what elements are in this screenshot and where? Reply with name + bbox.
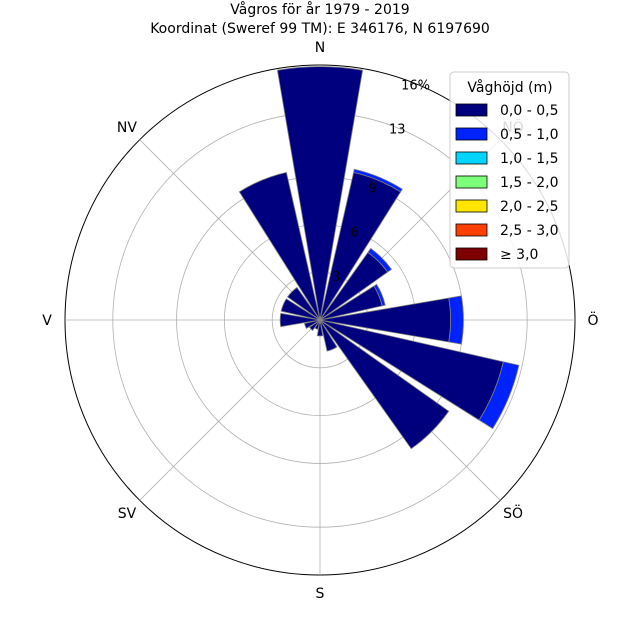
- bar-ÖSÖ-bin1: [478, 361, 520, 430]
- legend-swatch-3: [455, 175, 488, 189]
- grid-spoke-5: [139, 319, 321, 501]
- legend-label-3: 1,5 - 2,0: [500, 175, 558, 191]
- legend-swatch-1: [455, 127, 488, 141]
- direction-label-3: SÖ: [503, 504, 523, 522]
- bars-group: [238, 66, 520, 450]
- legend-label-2: 1,0 - 1,5: [500, 151, 558, 167]
- legend-label-6: ≥ 3,0: [500, 247, 538, 263]
- bar-VSV-bin0: [303, 319, 321, 330]
- radial-tick-4: 16%: [401, 78, 430, 93]
- bar-SSÖ-bin0: [319, 319, 338, 352]
- legend-title: Våghöjd (m): [467, 79, 552, 96]
- bar-NNV-bin0: [238, 171, 321, 321]
- direction-label-2: Ö: [587, 311, 598, 329]
- legend-box: [449, 71, 570, 269]
- legend-swatch-4: [455, 199, 488, 213]
- bar-NÖ-bin1: [367, 247, 393, 273]
- chart-title: Vågros för år 1979 - 2019: [230, 1, 409, 18]
- bar-NV-bin0: [286, 286, 321, 321]
- legend-swatch-6: [455, 247, 488, 261]
- direction-label-4: S: [316, 586, 325, 602]
- legend-swatch-0: [455, 103, 488, 117]
- legend-swatch-2: [455, 151, 488, 165]
- direction-label-0: N: [315, 40, 325, 56]
- bar-S-bin0: [316, 319, 324, 337]
- legend-label-5: 2,5 - 3,0: [500, 223, 558, 239]
- radial-tick-0: 3: [332, 270, 340, 285]
- grid-spoke-7: [139, 139, 321, 321]
- bar-SV-bin0: [309, 319, 321, 331]
- bar-V-bin0: [279, 312, 321, 328]
- radial-tick-3: 13: [389, 123, 406, 138]
- chart-subtitle: Koordinat (Sweref 99 TM): E 346176, N 61…: [150, 21, 490, 37]
- legend-label-1: 0,5 - 1,0: [500, 127, 558, 143]
- radial-tick-1: 6: [350, 226, 358, 241]
- bar-ÖNÖ-bin1: [373, 283, 386, 307]
- bar-SÖ-bin0: [319, 319, 450, 450]
- legend: Våghöjd (m) 0,0 - 0,5 0,5 - 1,0 1,0 - 1,5 1…: [449, 71, 570, 269]
- bar-N-bin0: [276, 66, 364, 321]
- legend-items: 0,0 - 0,5 0,5 - 1,0 1,0 - 1,5 1,5 - 2,0 2,0 …: [455, 103, 558, 263]
- legend-label-4: 2,0 - 2,5: [500, 199, 558, 215]
- bar-NNÖ-bin1: [353, 168, 403, 193]
- radial-tick-2: 9: [369, 181, 377, 196]
- direction-label-7: NV: [117, 120, 137, 136]
- legend-label-0: 0,0 - 0,5: [500, 103, 558, 119]
- direction-label-6: V: [42, 313, 52, 329]
- direction-label-5: SV: [118, 506, 137, 522]
- bar-VNV-bin0: [280, 298, 321, 321]
- radial-tick-labels: 3 6 9 13 16%: [332, 78, 430, 284]
- legend-swatch-5: [455, 223, 488, 237]
- bar-Ö-bin1: [448, 295, 464, 345]
